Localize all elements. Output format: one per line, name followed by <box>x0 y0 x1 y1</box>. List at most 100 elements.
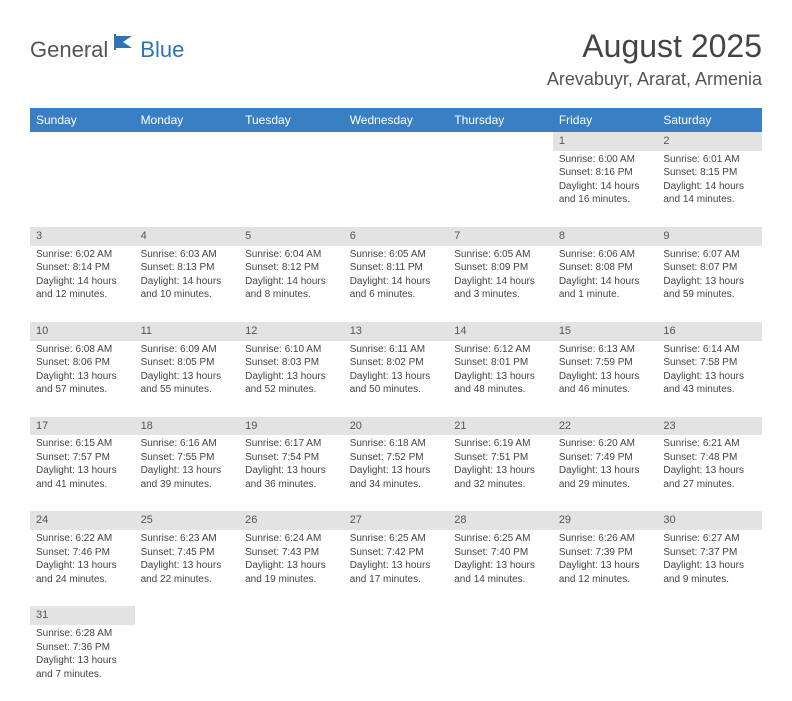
sunset-text: Sunset: 7:55 PM <box>141 451 234 465</box>
day-number-cell: 9 <box>657 227 762 246</box>
day-content-cell: Sunrise: 6:28 AMSunset: 7:36 PMDaylight:… <box>30 625 135 701</box>
day-content-cell: Sunrise: 6:09 AMSunset: 8:05 PMDaylight:… <box>135 341 240 417</box>
sunset-text: Sunset: 7:46 PM <box>36 546 129 560</box>
sunrise-text: Sunrise: 6:12 AM <box>454 343 547 357</box>
day-content-cell <box>344 625 449 701</box>
day-content-cell: Sunrise: 6:06 AMSunset: 8:08 PMDaylight:… <box>553 246 658 322</box>
location: Arevabuyr, Ararat, Armenia <box>547 69 762 90</box>
sunrise-text: Sunrise: 6:27 AM <box>663 532 756 546</box>
daylight-text: Daylight: 13 hours and 59 minutes. <box>663 275 756 302</box>
day-content-cell: Sunrise: 6:12 AMSunset: 8:01 PMDaylight:… <box>448 341 553 417</box>
weekday-header: Monday <box>135 108 240 132</box>
day-content-cell: Sunrise: 6:10 AMSunset: 8:03 PMDaylight:… <box>239 341 344 417</box>
day-content-cell: Sunrise: 6:25 AMSunset: 7:40 PMDaylight:… <box>448 530 553 606</box>
sunrise-text: Sunrise: 6:22 AM <box>36 532 129 546</box>
weekday-header: Sunday <box>30 108 135 132</box>
daylight-text: Daylight: 13 hours and 14 minutes. <box>454 559 547 586</box>
daylight-text: Daylight: 13 hours and 12 minutes. <box>559 559 652 586</box>
sunset-text: Sunset: 7:48 PM <box>663 451 756 465</box>
daylight-text: Daylight: 13 hours and 32 minutes. <box>454 464 547 491</box>
day-content-cell: Sunrise: 6:07 AMSunset: 8:07 PMDaylight:… <box>657 246 762 322</box>
content-row: Sunrise: 6:02 AMSunset: 8:14 PMDaylight:… <box>30 246 762 322</box>
day-number-cell <box>448 132 553 151</box>
daylight-text: Daylight: 13 hours and 34 minutes. <box>350 464 443 491</box>
sunrise-text: Sunrise: 6:06 AM <box>559 248 652 262</box>
day-content-cell <box>239 151 344 227</box>
sunrise-text: Sunrise: 6:01 AM <box>663 153 756 167</box>
sunset-text: Sunset: 8:06 PM <box>36 356 129 370</box>
sunset-text: Sunset: 8:02 PM <box>350 356 443 370</box>
day-number-cell: 26 <box>239 511 344 530</box>
day-content-cell: Sunrise: 6:17 AMSunset: 7:54 PMDaylight:… <box>239 435 344 511</box>
daylight-text: Daylight: 13 hours and 27 minutes. <box>663 464 756 491</box>
daylight-text: Daylight: 13 hours and 36 minutes. <box>245 464 338 491</box>
daylight-text: Daylight: 14 hours and 3 minutes. <box>454 275 547 302</box>
day-content-cell: Sunrise: 6:27 AMSunset: 7:37 PMDaylight:… <box>657 530 762 606</box>
day-number-cell: 6 <box>344 227 449 246</box>
day-content-cell: Sunrise: 6:11 AMSunset: 8:02 PMDaylight:… <box>344 341 449 417</box>
weekday-header: Wednesday <box>344 108 449 132</box>
day-number-cell: 16 <box>657 322 762 341</box>
content-row: Sunrise: 6:08 AMSunset: 8:06 PMDaylight:… <box>30 341 762 417</box>
day-number-cell: 15 <box>553 322 658 341</box>
sunrise-text: Sunrise: 6:00 AM <box>559 153 652 167</box>
sunrise-text: Sunrise: 6:14 AM <box>663 343 756 357</box>
day-content-cell: Sunrise: 6:00 AMSunset: 8:16 PMDaylight:… <box>553 151 658 227</box>
daylight-text: Daylight: 14 hours and 8 minutes. <box>245 275 338 302</box>
daynum-row: 10111213141516 <box>30 322 762 341</box>
sunset-text: Sunset: 7:37 PM <box>663 546 756 560</box>
sunset-text: Sunset: 8:08 PM <box>559 261 652 275</box>
sunrise-text: Sunrise: 6:16 AM <box>141 437 234 451</box>
weekday-header: Friday <box>553 108 658 132</box>
day-number-cell: 14 <box>448 322 553 341</box>
day-content-cell: Sunrise: 6:20 AMSunset: 7:49 PMDaylight:… <box>553 435 658 511</box>
day-number-cell <box>553 606 658 625</box>
sunrise-text: Sunrise: 6:04 AM <box>245 248 338 262</box>
sunrise-text: Sunrise: 6:18 AM <box>350 437 443 451</box>
day-number-cell <box>239 606 344 625</box>
daylight-text: Daylight: 14 hours and 14 minutes. <box>663 180 756 207</box>
day-number-cell: 1 <box>553 132 658 151</box>
day-number-cell: 24 <box>30 511 135 530</box>
sunset-text: Sunset: 7:51 PM <box>454 451 547 465</box>
daylight-text: Daylight: 13 hours and 52 minutes. <box>245 370 338 397</box>
day-content-cell <box>448 625 553 701</box>
day-content-cell <box>30 151 135 227</box>
day-content-cell <box>135 151 240 227</box>
sunrise-text: Sunrise: 6:03 AM <box>141 248 234 262</box>
sunset-text: Sunset: 8:13 PM <box>141 261 234 275</box>
daylight-text: Daylight: 13 hours and 9 minutes. <box>663 559 756 586</box>
content-row: Sunrise: 6:00 AMSunset: 8:16 PMDaylight:… <box>30 151 762 227</box>
sunset-text: Sunset: 8:11 PM <box>350 261 443 275</box>
content-row: Sunrise: 6:15 AMSunset: 7:57 PMDaylight:… <box>30 435 762 511</box>
day-number-cell: 4 <box>135 227 240 246</box>
sunrise-text: Sunrise: 6:05 AM <box>350 248 443 262</box>
sunrise-text: Sunrise: 6:07 AM <box>663 248 756 262</box>
sunset-text: Sunset: 7:58 PM <box>663 356 756 370</box>
day-number-cell: 28 <box>448 511 553 530</box>
day-number-cell <box>135 132 240 151</box>
sunset-text: Sunset: 7:43 PM <box>245 546 338 560</box>
content-row: Sunrise: 6:22 AMSunset: 7:46 PM Daylight:… <box>30 530 762 606</box>
sunrise-text: Sunrise: 6:20 AM <box>559 437 652 451</box>
sunset-text: Sunset: 7:39 PM <box>559 546 652 560</box>
daynum-row: 12 <box>30 132 762 151</box>
daylight-text: Daylight: 14 hours and 10 minutes. <box>141 275 234 302</box>
day-content-cell: Sunrise: 6:21 AMSunset: 7:48 PMDaylight:… <box>657 435 762 511</box>
daylight-text: Daylight: 13 hours and 39 minutes. <box>141 464 234 491</box>
day-content-cell: Sunrise: 6:02 AMSunset: 8:14 PMDaylight:… <box>30 246 135 322</box>
sunrise-text: Sunrise: 6:19 AM <box>454 437 547 451</box>
sunrise-text: Sunrise: 6:05 AM <box>454 248 547 262</box>
sunrise-text: Sunrise: 6:28 AM <box>36 627 129 641</box>
sunset-text: Sunset: 8:15 PM <box>663 166 756 180</box>
day-content-cell <box>344 151 449 227</box>
sunset-text: Sunset: 7:54 PM <box>245 451 338 465</box>
calendar-table: Sunday Monday Tuesday Wednesday Thursday… <box>30 108 762 701</box>
sunset-text: Sunset: 7:52 PM <box>350 451 443 465</box>
sunrise-text: Sunrise: 6:23 AM <box>141 532 234 546</box>
sunrise-text: Sunrise: 6:09 AM <box>141 343 234 357</box>
daylight-text: Daylight: 13 hours and 48 minutes. <box>454 370 547 397</box>
day-content-cell <box>239 625 344 701</box>
sunrise-text: Sunrise: 6:21 AM <box>663 437 756 451</box>
day-number-cell: 22 <box>553 417 658 436</box>
